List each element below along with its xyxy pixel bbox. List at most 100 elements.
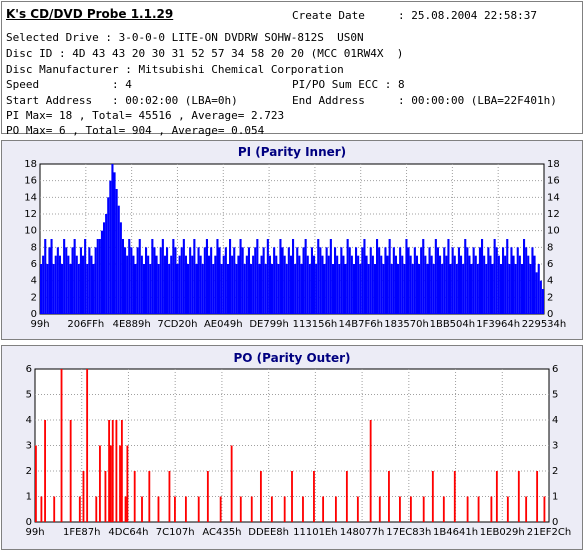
- pi-bar: [216, 239, 219, 314]
- po-bar: [422, 496, 425, 522]
- pi-bar: [300, 264, 303, 314]
- pi-bar: [338, 264, 341, 314]
- po-y-tick-label-right: 1: [552, 492, 558, 503]
- pi-bar: [275, 255, 278, 314]
- po-bar: [60, 369, 63, 522]
- pi-bar: [331, 264, 334, 314]
- pi-bar: [184, 255, 187, 314]
- pi-bar: [109, 180, 112, 314]
- pi-bar: [235, 264, 238, 314]
- pi-bar: [313, 255, 316, 314]
- pi-bar: [287, 247, 290, 314]
- pi-bar: [191, 255, 194, 314]
- pi-bar: [407, 247, 410, 314]
- pi-bar: [147, 255, 150, 314]
- pi-y-tick-label-right: 16: [547, 176, 560, 187]
- pi-y-tick-label-right: 4: [547, 276, 553, 287]
- po-bar: [442, 496, 445, 522]
- pi-bar: [247, 247, 250, 314]
- pi-bar: [153, 247, 156, 314]
- pi-x-tick-label: 183570h: [384, 319, 429, 330]
- pi-bar: [138, 239, 141, 314]
- po-bar: [345, 471, 348, 522]
- po-bar: [115, 420, 118, 522]
- po-bar: [108, 420, 110, 522]
- pi-bar: [418, 264, 421, 314]
- pi-y-tick-label: 10: [24, 226, 37, 237]
- pi-bar: [82, 255, 85, 314]
- pi-bar: [54, 255, 57, 314]
- pi-bar: [319, 247, 322, 314]
- pi-bar: [306, 255, 309, 314]
- po-x-tick-label: 4DC64h: [108, 527, 148, 538]
- pi-bar: [40, 264, 43, 314]
- pi-bar: [401, 255, 404, 314]
- pi-bar: [142, 264, 145, 314]
- po-bar: [302, 496, 304, 522]
- pi-bar: [121, 239, 124, 314]
- po-bar: [124, 496, 127, 522]
- pi-bar: [168, 264, 171, 314]
- po-x-tick-label: 17EC83h: [386, 527, 431, 538]
- po-bar: [378, 496, 381, 522]
- po-bar: [250, 496, 253, 522]
- pi-bar: [56, 247, 59, 314]
- pi-bar: [466, 247, 469, 314]
- pi-y-tick-label: 8: [31, 242, 37, 253]
- pi-bar: [218, 247, 221, 314]
- disc-id: Disc ID : 4D 43 43 20 30 31 52 57 34 58 …: [6, 47, 404, 60]
- po-x-tick-label: AC435h: [202, 527, 241, 538]
- pi-bar: [361, 247, 364, 314]
- selected-drive: Selected Drive : 3-0-0-0 LITE-ON DVDRW S…: [6, 31, 364, 44]
- pi-bar: [394, 255, 397, 314]
- po-x-tick-label: 148077h: [340, 527, 385, 538]
- po-chart-title: PO (Parity Outer): [233, 351, 351, 365]
- po-bar: [495, 471, 498, 522]
- po-chart-panel: PO (Parity Outer) 0 0 1 1 2 2 3 3 4 4 5 5 6 6 99h 1FE87…: [1, 345, 583, 550]
- pi-bar: [474, 255, 477, 314]
- pi-bar: [128, 239, 131, 314]
- po-bar: [133, 471, 136, 522]
- po-bar: [119, 445, 121, 522]
- pi-bar: [268, 255, 271, 314]
- pi-y-tick-label: 6: [31, 259, 37, 270]
- pi-y-tick-label: 4: [31, 276, 37, 287]
- pi-bar: [178, 255, 181, 314]
- pi-bar: [487, 247, 490, 314]
- pi-bar: [197, 247, 200, 314]
- pi-bar: [107, 197, 110, 314]
- pi-bar: [310, 247, 313, 314]
- pi-bar: [340, 247, 343, 314]
- pi-y-tick-label: 2: [31, 292, 37, 303]
- pi-bar: [357, 255, 360, 314]
- pi-bar: [334, 247, 337, 314]
- po-y-tick-label-right: 0: [552, 517, 558, 528]
- po-x-tick-label: 21EF2Ch: [527, 527, 571, 538]
- pi-bar: [159, 247, 162, 314]
- pi-bar: [367, 264, 370, 314]
- po-x-tick-label: 99h: [25, 527, 44, 538]
- pi-bar: [166, 247, 169, 314]
- pi-bar: [86, 264, 89, 314]
- pi-bar: [405, 239, 408, 314]
- pi-x-tick-label: 206FFh: [67, 319, 104, 330]
- pi-bar: [308, 264, 311, 314]
- pi-bar: [189, 247, 192, 314]
- pi-bar: [113, 172, 116, 314]
- pi-bar: [298, 255, 301, 314]
- po-bar: [95, 496, 98, 522]
- po-bar: [197, 496, 200, 522]
- pi-bar: [384, 247, 387, 314]
- speed: Speed : 4: [6, 78, 132, 91]
- pi-bar: [172, 239, 175, 314]
- pi-y-tick-label-right: 6: [547, 259, 553, 270]
- pi-bar: [145, 247, 148, 314]
- pi-bar: [439, 255, 442, 314]
- end-address: End Address : 00:00:00 (LBA=22F401h): [292, 94, 557, 107]
- pi-bar: [443, 247, 446, 314]
- po-bar: [490, 496, 493, 522]
- pi-y-tick-label: 12: [24, 209, 37, 220]
- pi-bar: [229, 239, 232, 314]
- pi-bar: [317, 239, 320, 314]
- po-bar: [453, 471, 456, 522]
